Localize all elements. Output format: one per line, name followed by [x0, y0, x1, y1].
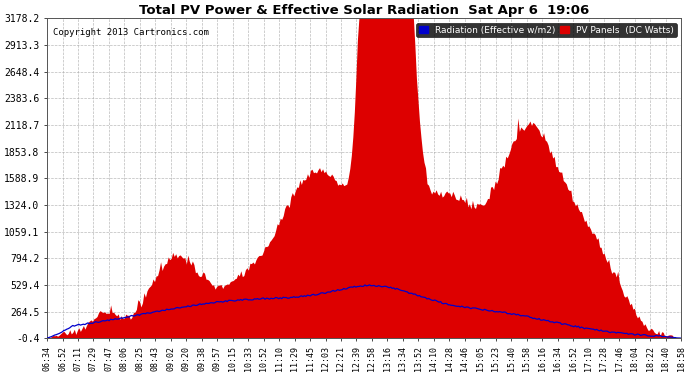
Text: Copyright 2013 Cartronics.com: Copyright 2013 Cartronics.com	[53, 28, 209, 37]
Legend: Radiation (Effective w/m2), PV Panels  (DC Watts): Radiation (Effective w/m2), PV Panels (D…	[416, 23, 677, 37]
Title: Total PV Power & Effective Solar Radiation  Sat Apr 6  19:06: Total PV Power & Effective Solar Radiati…	[139, 4, 589, 17]
